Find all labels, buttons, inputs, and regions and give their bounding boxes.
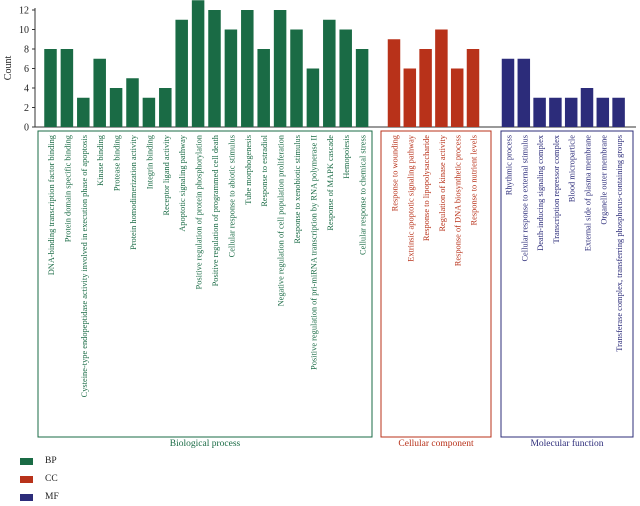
bar xyxy=(159,88,172,127)
category-label: Response of DNA biosynthetic process xyxy=(454,135,463,266)
bar xyxy=(580,88,594,127)
bar xyxy=(339,29,352,127)
group-box xyxy=(500,130,634,438)
category-label: Cellular response to chemical stress xyxy=(359,135,368,255)
group-label: Cellular component xyxy=(398,439,474,449)
category-label: Protease binding xyxy=(113,134,122,191)
y-tick-label: 0 xyxy=(24,123,29,134)
category-label: Integrin binding xyxy=(145,134,154,189)
bar xyxy=(355,49,369,127)
category-label: Blood microparticle xyxy=(568,135,577,202)
legend-item: MF xyxy=(20,488,59,506)
category-label: Rhythmic process xyxy=(505,135,514,195)
y-tick-label: 8 xyxy=(24,45,29,56)
bar xyxy=(596,97,610,127)
bar xyxy=(549,97,562,127)
category-label: Response to wounding xyxy=(391,134,400,211)
category-label: Positive regulation of pri-miRNA transcr… xyxy=(309,135,318,370)
category-label: Kinase binding xyxy=(96,134,105,186)
bar xyxy=(501,58,515,127)
go-enrichment-bar-chart: 0 2 4 6 8 10 12 Count DNA-binding transcriptio… xyxy=(3,0,636,449)
legend-label: MF xyxy=(45,492,59,502)
bar xyxy=(142,97,156,127)
category-label: Tube morphogenesis xyxy=(244,135,253,205)
category-label: Negative regulation of cell population p… xyxy=(277,134,286,306)
bars-layer xyxy=(44,0,625,127)
category-label: Transcription repressor complex xyxy=(552,134,561,243)
bar xyxy=(435,29,448,127)
legend-label: CC xyxy=(45,474,58,484)
y-tick-label: 12 xyxy=(19,6,29,17)
category-label: Response to xenobiotic stimulus xyxy=(293,135,302,244)
category-label: Response to lipopolysaccharide xyxy=(422,135,431,241)
legend-swatch xyxy=(20,475,33,483)
group-box xyxy=(380,130,492,438)
bar xyxy=(224,29,238,127)
bar xyxy=(466,49,480,127)
category-label: Response to nutrient levels xyxy=(470,135,479,225)
category-label: Protein homodimerization activity xyxy=(129,134,138,250)
bar xyxy=(419,49,432,127)
bar xyxy=(191,0,205,127)
legend-swatch xyxy=(20,457,33,465)
group-box xyxy=(37,130,373,438)
bar xyxy=(450,68,464,127)
bar xyxy=(306,68,320,127)
category-label: Receptor ligand activity xyxy=(162,134,171,215)
category-label: Hemopoiesis xyxy=(342,135,351,179)
group-boxes-layer: Biological process Cellular component Mole… xyxy=(37,130,634,449)
bar xyxy=(323,19,336,127)
y-tick-label: 2 xyxy=(24,103,29,114)
bar xyxy=(44,49,57,127)
category-label: Protein domain specific binding xyxy=(63,134,72,242)
category-label: Death-inducing signaling complex xyxy=(536,134,545,251)
y-tick-label: 10 xyxy=(19,25,29,36)
category-label: DNA-binding transcription factor binding xyxy=(47,134,56,275)
y-axis-label: Count xyxy=(3,56,14,81)
legend-label: BP xyxy=(45,456,57,466)
category-label: Response of MAPK cascade xyxy=(326,135,335,231)
bar xyxy=(273,10,287,127)
category-label: Organelle outer membrane xyxy=(599,135,608,225)
y-tick-label: 6 xyxy=(24,64,29,75)
bar xyxy=(564,97,578,127)
group-label: Molecular function xyxy=(530,438,603,449)
bar xyxy=(387,39,401,127)
bar xyxy=(60,49,74,127)
bar xyxy=(77,97,90,127)
legend-swatch xyxy=(20,493,33,501)
bar xyxy=(241,10,254,127)
category-label: Cysteine-type endopeptidase activity inv… xyxy=(80,135,89,397)
category-label: Positive regulation of protein phosphory… xyxy=(195,134,204,289)
bar xyxy=(290,29,303,127)
bar xyxy=(109,88,123,127)
category-label: Response to estradiol xyxy=(260,134,269,206)
bar xyxy=(93,58,106,127)
category-label: Cellular response to abiotic stimulus xyxy=(227,135,236,257)
category-labels-layer: DNA-binding transcription factor binding… xyxy=(47,134,624,397)
bar xyxy=(257,49,270,127)
bar xyxy=(612,97,625,127)
category-label: Regulation of kinase activity xyxy=(438,134,447,231)
bar xyxy=(208,10,221,127)
category-label: Transferase complex, transferring phosph… xyxy=(615,135,624,352)
bar xyxy=(517,58,531,127)
legend-item: CC xyxy=(20,470,59,488)
legend: BP CC MF xyxy=(20,452,59,506)
bar xyxy=(126,78,139,127)
category-label: Apoptotic signaling pathway xyxy=(178,134,187,232)
bar xyxy=(533,97,546,127)
category-label: External side of plasma membrane xyxy=(584,135,593,252)
category-label: Positive regulation of programmed cell d… xyxy=(211,134,220,286)
category-label: Extrinsic apoptotic signaling pathway xyxy=(406,134,415,262)
bar xyxy=(175,19,188,127)
y-tick-label: 4 xyxy=(24,84,29,95)
bar xyxy=(403,68,417,127)
group-label: Biological process xyxy=(170,439,241,449)
legend-item: BP xyxy=(20,452,59,470)
category-label: Cellular response to external stimulus xyxy=(520,135,529,262)
